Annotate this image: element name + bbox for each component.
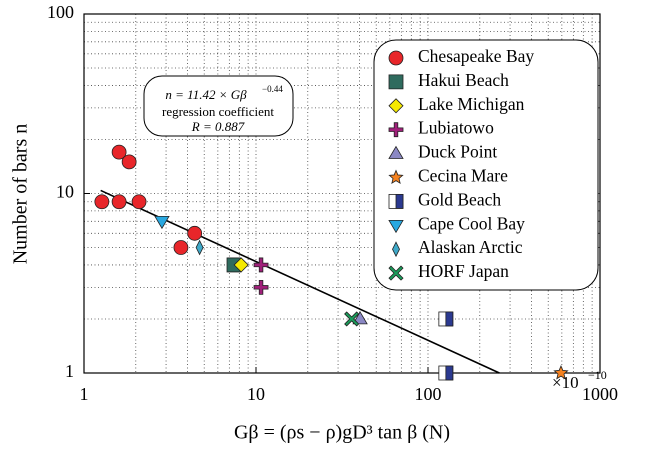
annotation-exponent: −0.44: [262, 84, 283, 94]
legend-label: Alaskan Arctic: [418, 237, 523, 257]
marker: [131, 194, 147, 210]
marker: [253, 257, 269, 273]
x-tick-label: 1000: [582, 384, 618, 404]
y-tick-label: 1: [65, 361, 74, 381]
x-multiplier: ×10: [552, 373, 579, 392]
legend-marker: [388, 265, 404, 281]
annotation-formula: n = 11.42 × Gβ: [165, 87, 247, 102]
legend-marker: [388, 74, 404, 90]
marker: [121, 154, 137, 170]
marker: [187, 225, 203, 241]
legend-marker: [388, 169, 404, 185]
legend-label: Chesapeake Bay: [418, 46, 534, 66]
y-tick-label: 100: [47, 2, 74, 22]
marker: [344, 311, 360, 327]
legend-marker: [392, 241, 400, 258]
legend-label: Cecina Mare: [418, 166, 508, 186]
x-tick-label: 100: [415, 384, 442, 404]
marker-part: [445, 311, 454, 327]
annotation-box: [143, 75, 294, 137]
y-axis-label: Number of bars n: [10, 124, 32, 265]
marker-part: [445, 365, 454, 381]
marker: [94, 194, 110, 210]
marker: [111, 194, 127, 210]
marker: [154, 216, 170, 230]
x-tick-label: 10: [247, 384, 265, 404]
legend-marker: [388, 98, 404, 114]
legend-label: Duck Point: [418, 142, 497, 162]
legend-marker: [388, 220, 404, 234]
annotation-text: regression coefficient: [162, 104, 274, 119]
legend-label: Gold Beach: [418, 189, 501, 209]
legend-label: Hakui Beach: [418, 70, 509, 90]
fit-line: [100, 189, 500, 374]
marker: [438, 311, 454, 327]
marker: [195, 239, 204, 256]
marker: [253, 279, 269, 295]
legend-marker: [388, 193, 404, 209]
legend-marker: [388, 50, 404, 66]
legend: [373, 39, 599, 291]
x-axis-label: Gβ = (ρs − ρ)gD³ tan β (N): [234, 422, 450, 444]
marker: [173, 240, 189, 255]
marker: [553, 364, 569, 380]
legend-marker: [388, 122, 404, 138]
x-multiplier-exponent: −10: [588, 368, 607, 382]
marker: [352, 311, 368, 325]
legend-label: HORF Japan: [418, 261, 509, 281]
legend-marker: [388, 145, 404, 159]
marker: [111, 144, 127, 160]
marker: [233, 257, 249, 273]
marker: [438, 365, 454, 381]
legend-label: Lubiatowo: [418, 118, 494, 138]
annotation-text: R = 0.887: [191, 119, 245, 134]
marker-part: [395, 193, 404, 209]
y-tick-label: 10: [56, 182, 74, 202]
legend-label: Cape Cool Bay: [418, 213, 525, 233]
x-tick-label: 1: [80, 384, 89, 404]
legend-label: Lake Michigan: [418, 94, 525, 114]
